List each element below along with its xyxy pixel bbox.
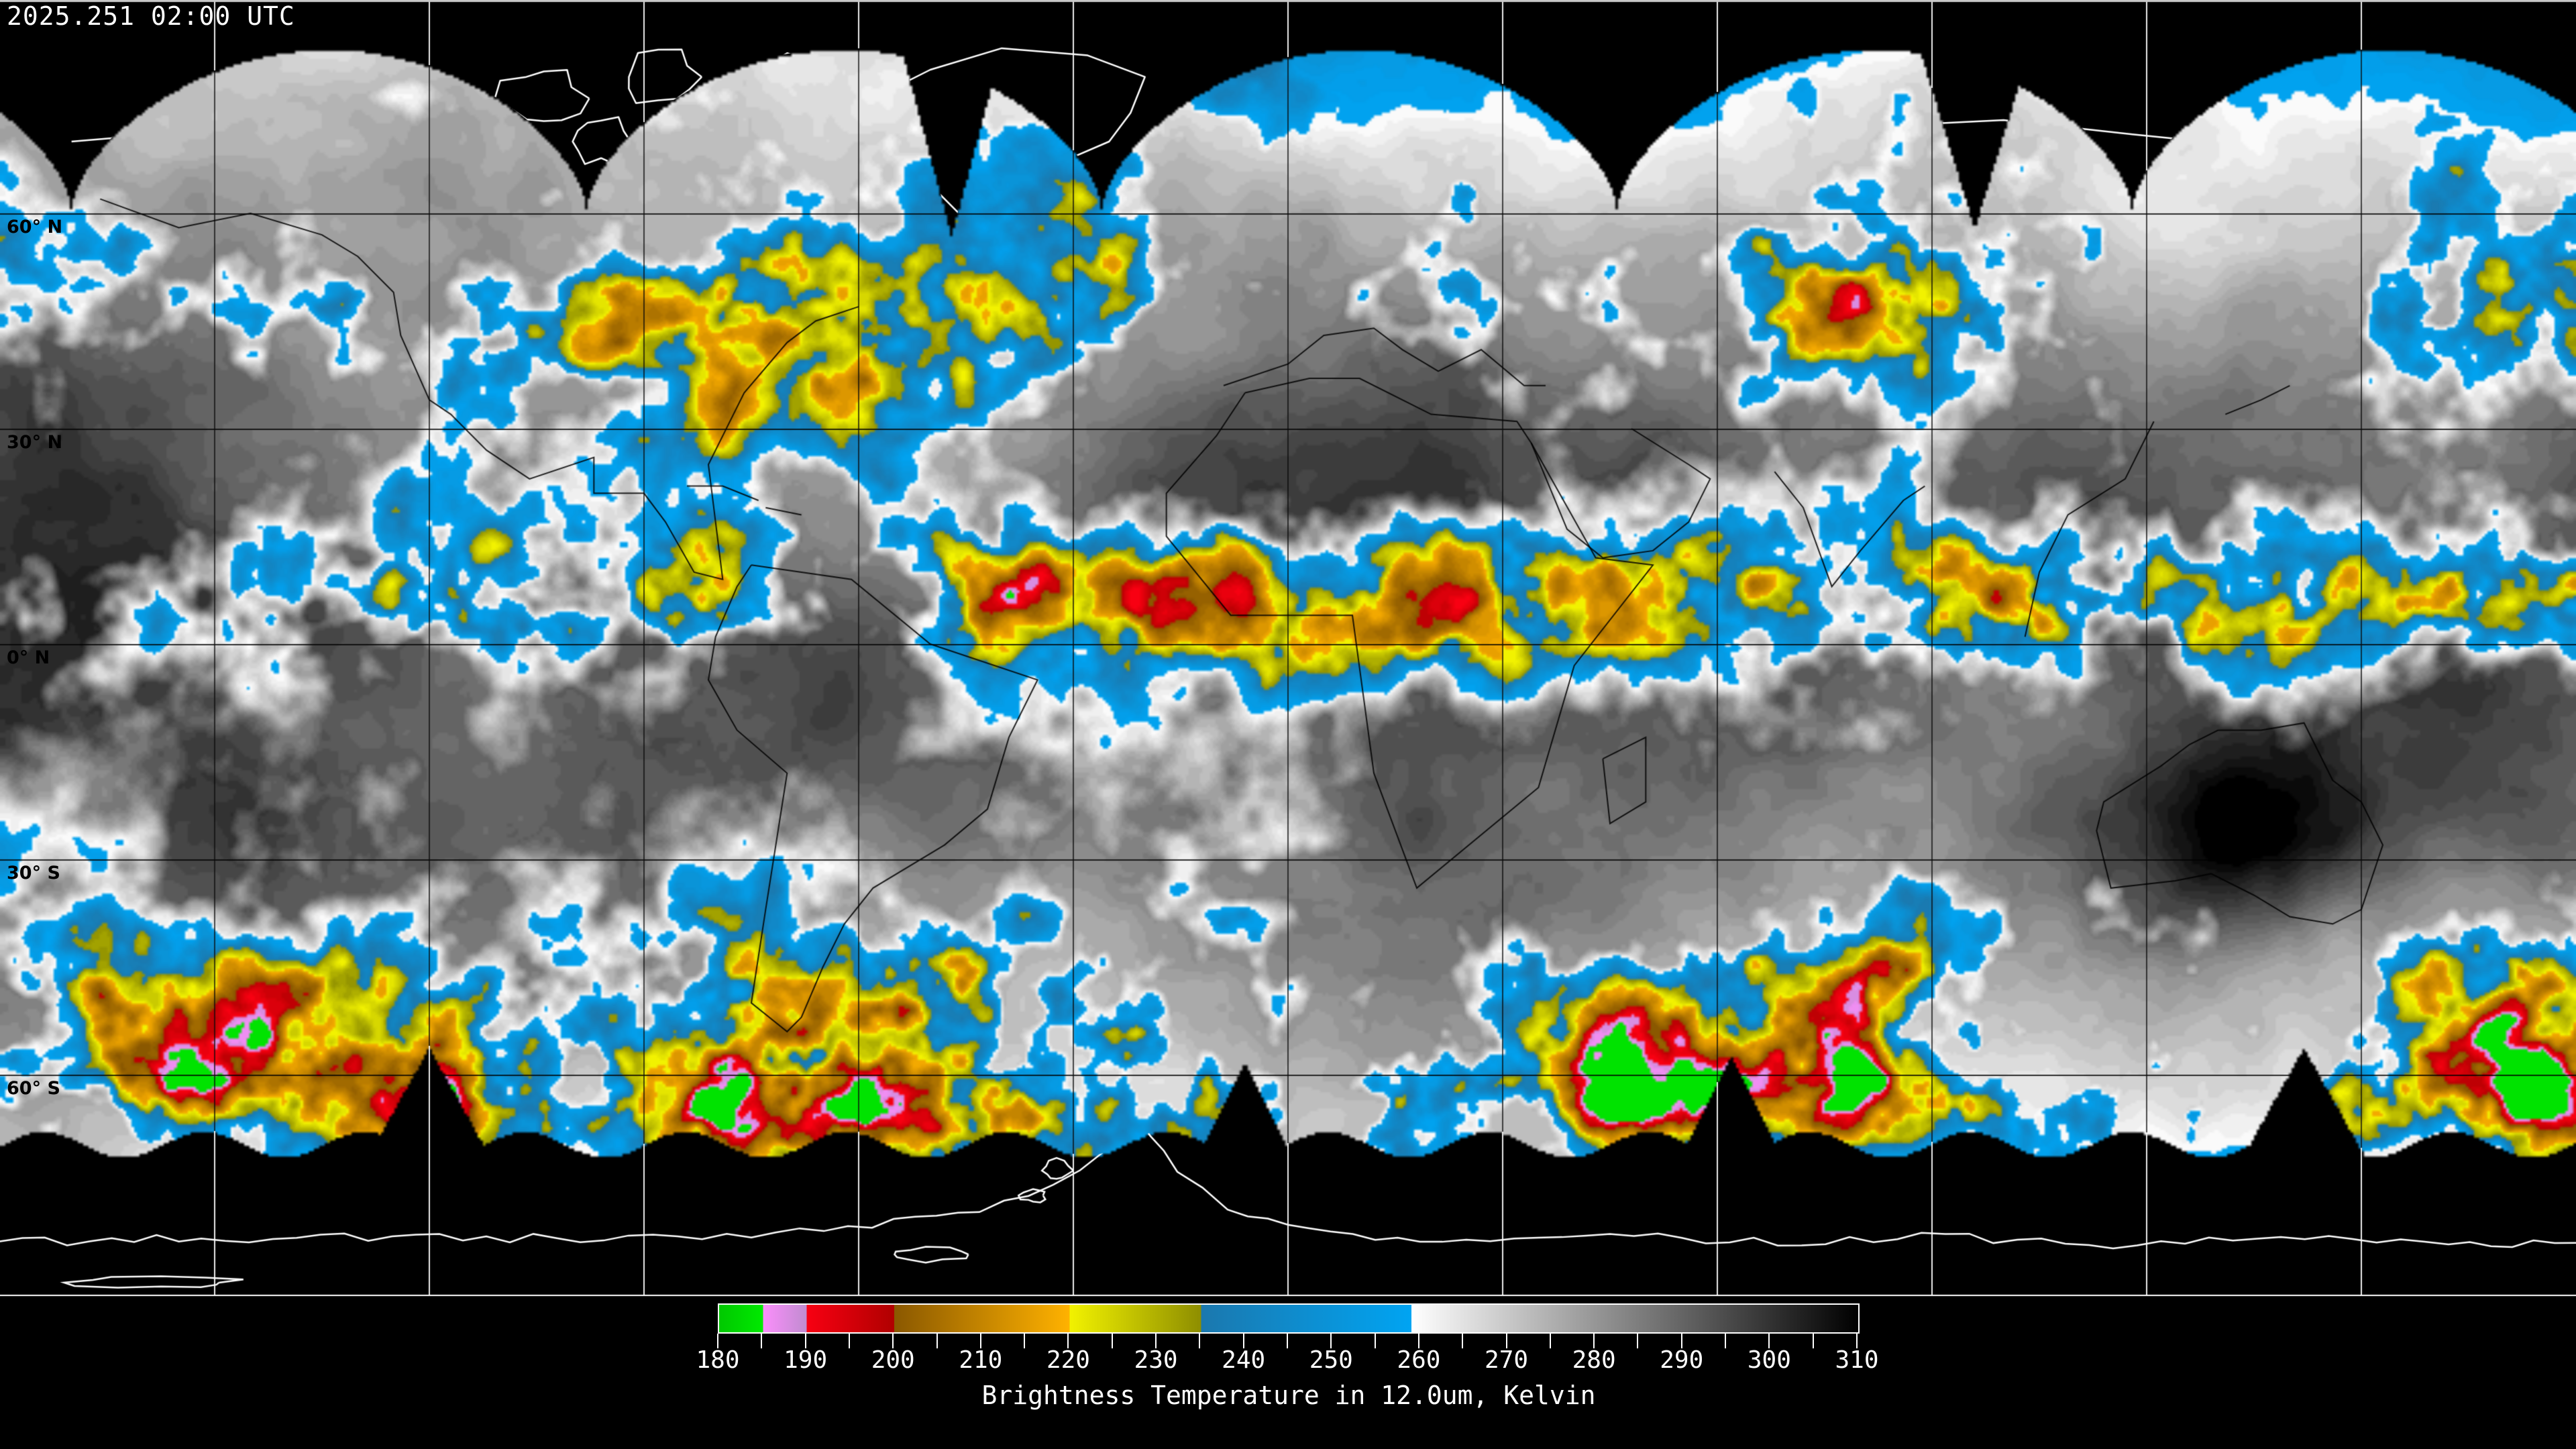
satellite-map-canvas [0, 0, 2576, 1299]
colorbar-tick-label: 260 [1397, 1346, 1441, 1374]
colorbar-tick [1330, 1334, 1332, 1348]
colorbar-tick-label: 220 [1046, 1346, 1090, 1374]
colorbar-tick [1725, 1334, 1727, 1348]
colorbar-tick [1768, 1334, 1770, 1348]
colorbar-tick [1111, 1334, 1113, 1348]
colorbar-tick [979, 1334, 981, 1348]
colorbar-tick [1505, 1334, 1507, 1348]
colorbar-tick-label: 240 [1222, 1346, 1266, 1374]
colorbar-tick [1812, 1334, 1814, 1348]
colorbar-tick [1155, 1334, 1157, 1348]
colorbar-tick [1856, 1334, 1858, 1348]
colorbar-tick-label: 310 [1835, 1346, 1879, 1374]
colorbar-tick-label: 190 [784, 1346, 828, 1374]
colorbar-tick-label: 210 [959, 1346, 1003, 1374]
colorbar-tick [1199, 1334, 1201, 1348]
colorbar-tick [1680, 1334, 1682, 1348]
colorbar-tick [1067, 1334, 1069, 1348]
latitude-label: 30° N [7, 432, 63, 453]
timestamp-label: 2025.251 02:00 UTC [7, 1, 295, 31]
colorbar-tick [848, 1334, 850, 1348]
colorbar-tick [1287, 1334, 1288, 1348]
colorbar-tick [1462, 1334, 1464, 1348]
colorbar-tick [892, 1334, 894, 1348]
colorbar-tick [1593, 1334, 1595, 1348]
colorbar-tick-label: 280 [1572, 1346, 1616, 1374]
latitude-label: 0° N [7, 647, 50, 668]
latitude-label: 60° S [7, 1078, 60, 1099]
latitude-label: 30° S [7, 863, 60, 883]
colorbar-tick-label: 250 [1309, 1346, 1353, 1374]
colorbar-tick [804, 1334, 806, 1348]
colorbar-caption: Brightness Temperature in 12.0um, Kelvin [981, 1381, 1596, 1410]
colorbar-tick [1374, 1334, 1376, 1348]
colorbar-tick-label: 230 [1134, 1346, 1178, 1374]
colorbar-tick [1637, 1334, 1639, 1348]
colorbar-tick-label: 290 [1660, 1346, 1704, 1374]
colorbar-tick-label: 270 [1485, 1346, 1529, 1374]
colorbar-tick [1549, 1334, 1551, 1348]
colorbar [718, 1303, 1860, 1334]
colorbar-tick-label: 180 [696, 1346, 740, 1374]
colorbar-tick [1417, 1334, 1419, 1348]
colorbar-tick [761, 1334, 763, 1348]
colorbar-tick [1024, 1334, 1026, 1348]
colorbar-tick [936, 1334, 938, 1348]
colorbar-tick-label: 300 [1747, 1346, 1791, 1374]
colorbar-tick [717, 1334, 718, 1348]
latitude-label: 60° N [7, 217, 63, 237]
colorbar-tick [1242, 1334, 1244, 1348]
colorbar-tick-label: 200 [871, 1346, 915, 1374]
